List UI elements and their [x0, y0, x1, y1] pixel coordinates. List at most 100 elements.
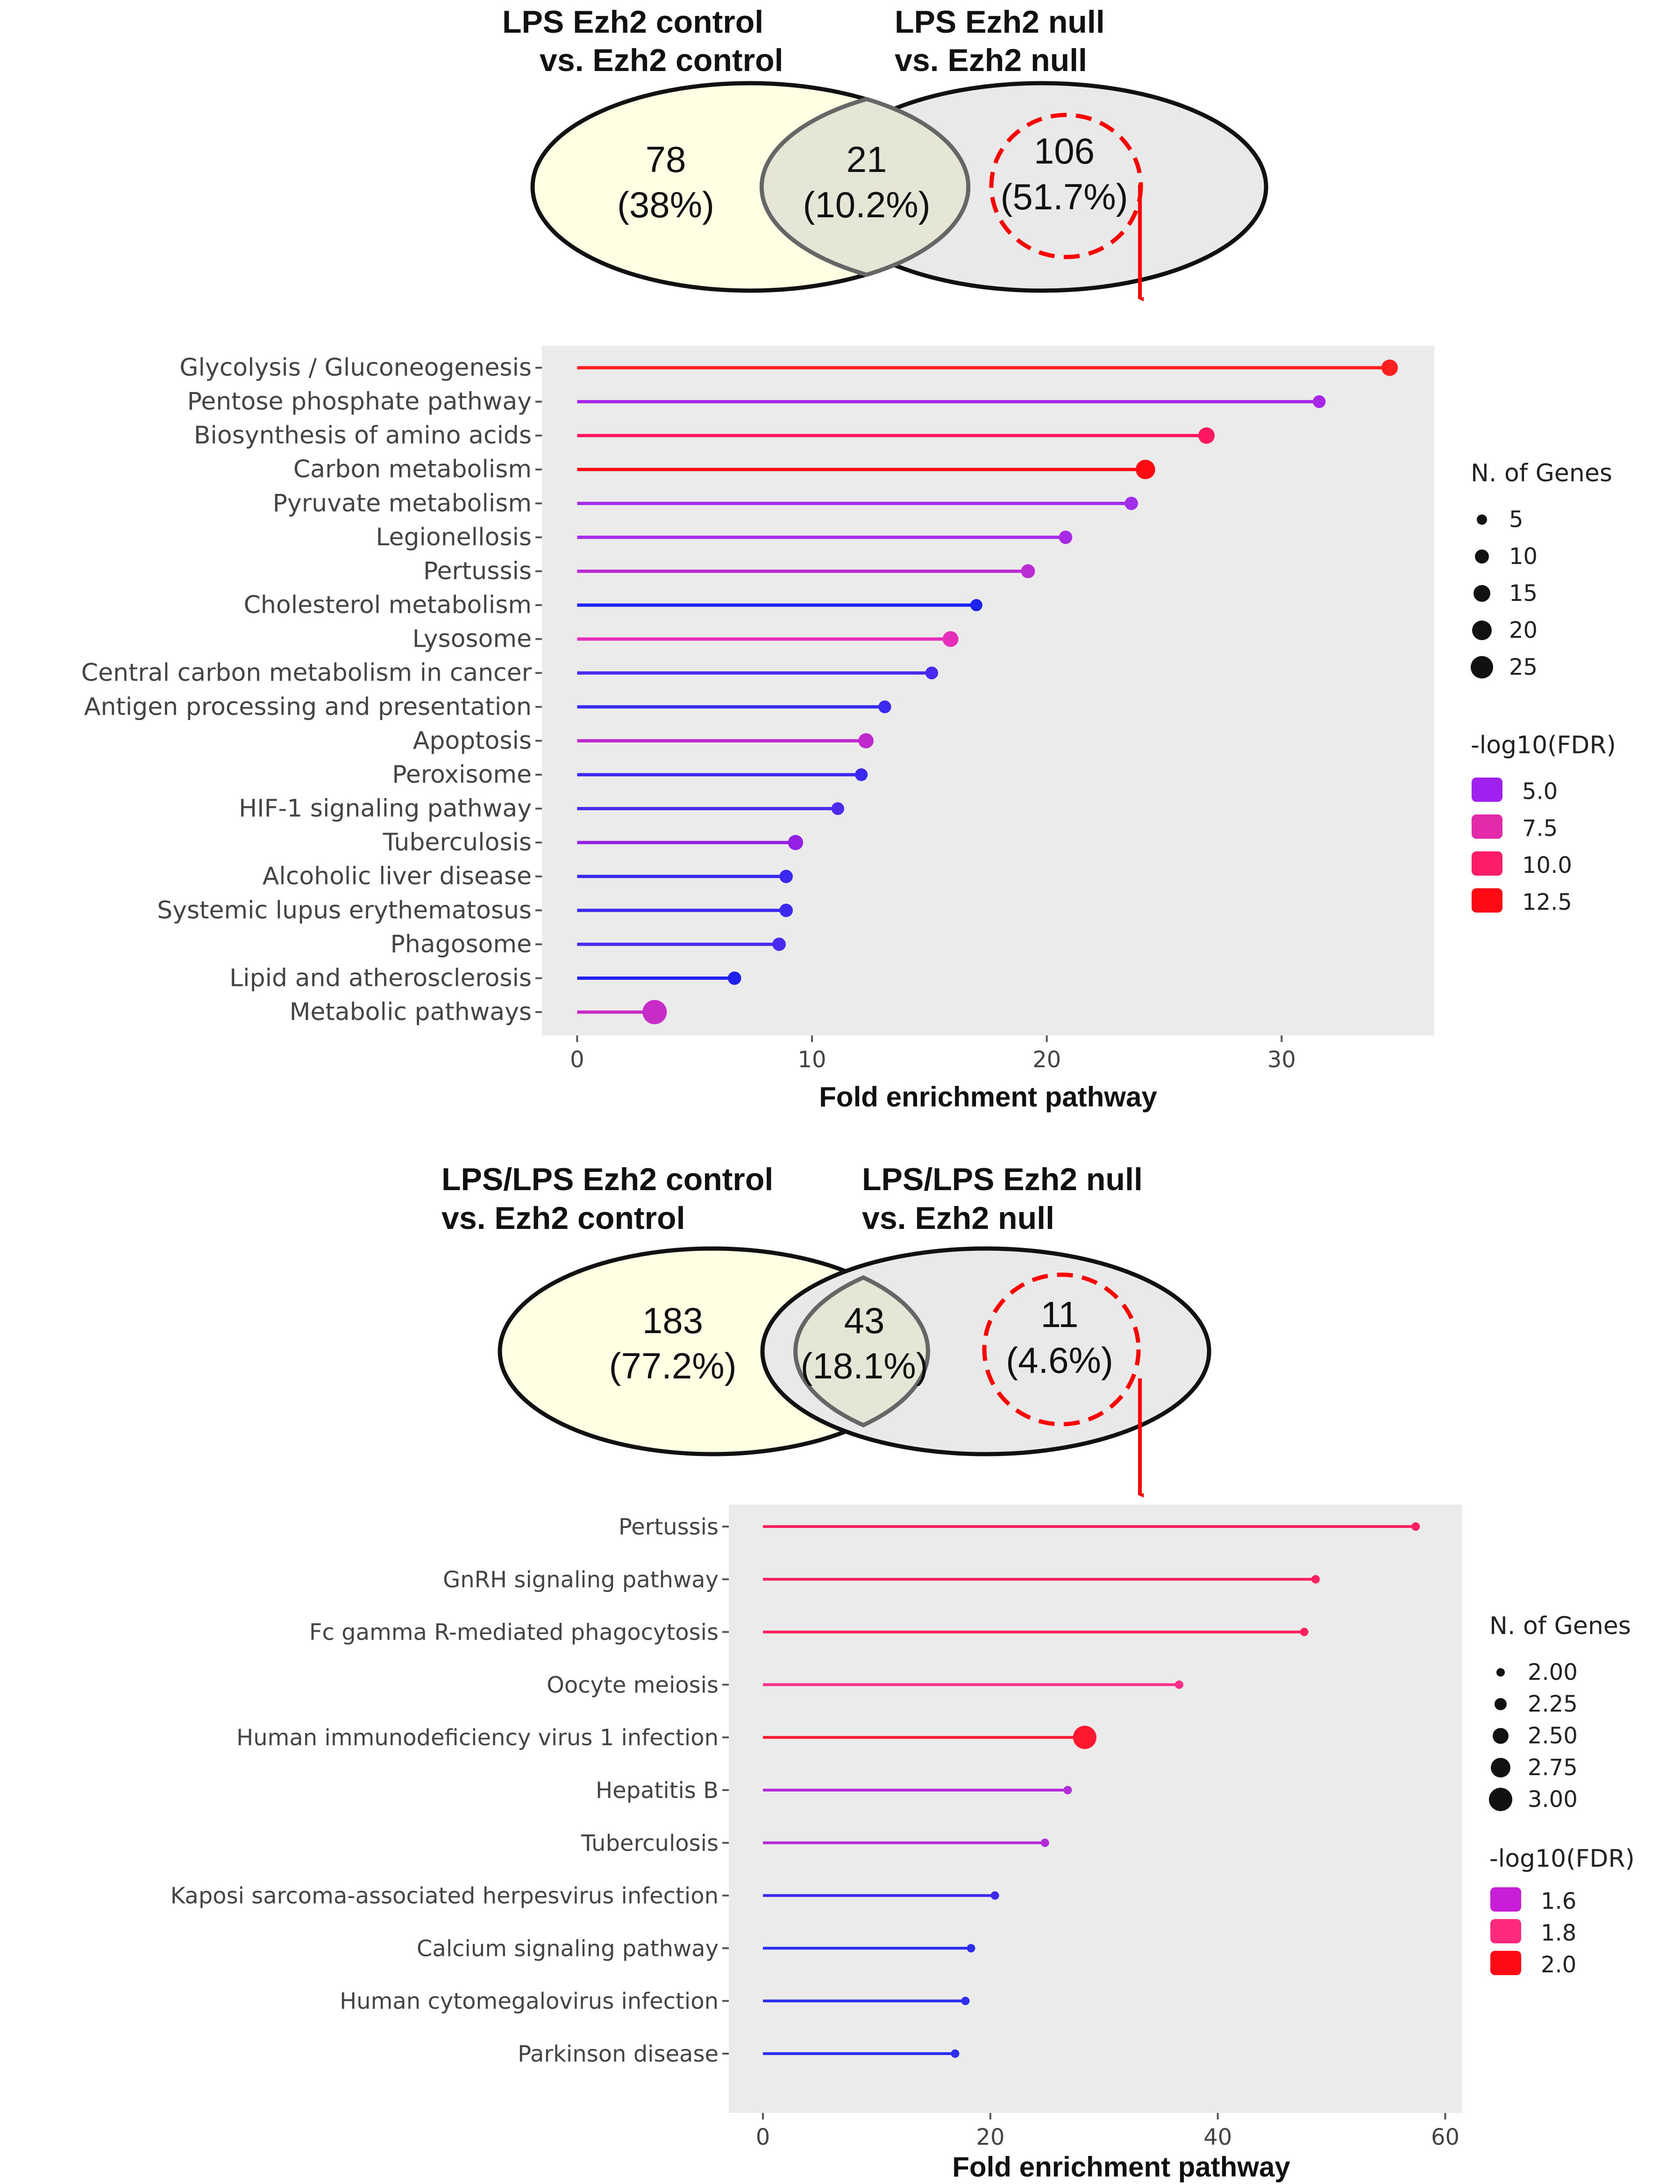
chart-2-category-labels: Pertussis GnRH signaling pathway Fc gamma … [171, 1514, 719, 2067]
category-label: Kaposi sarcoma-associated herpesvirus in… [171, 1883, 719, 1909]
venn-1-left-count: 78 [646, 139, 686, 180]
legend-size-label: 5 [1509, 507, 1523, 533]
chart-1-legend-color: -log10(FDR) 5.0 7.5 10.0 12.5 [1471, 731, 1616, 915]
legend-size-label: 3.00 [1528, 1786, 1578, 1813]
legend-size-key [1495, 1698, 1507, 1710]
chart-2-stems [763, 1525, 1416, 2055]
category-label: Tuberculosis [581, 1830, 719, 1856]
chart-2-legend-color-title: -log10(FDR) [1489, 1845, 1635, 1873]
data-point [642, 1000, 667, 1024]
venn-diagram-1: LPS Ezh2 control vs. Ezh2 control LPS Ez… [502, 4, 1268, 301]
data-point [1300, 1627, 1309, 1636]
legend-size-key [1471, 656, 1493, 678]
data-point [1040, 1838, 1049, 1847]
category-label: Biosynthesis of amino acids [194, 421, 532, 450]
legend-size-key [1493, 1728, 1509, 1744]
venn-2-overlap [793, 1275, 930, 1427]
chart-1-points [642, 359, 1398, 1024]
legend-color-label: 1.6 [1541, 1888, 1576, 1914]
x-tick-label: 40 [1203, 2124, 1232, 2150]
chart-1-x-axis-title: Fold enrichment pathway [819, 1081, 1157, 1113]
data-point [970, 599, 982, 612]
chart-2-x-ticks: 0 20 40 60 [756, 2113, 1459, 2150]
venn-1-left-pct: (38%) [617, 184, 714, 225]
venn-2-right-count: 11 [1041, 1294, 1079, 1335]
data-point [967, 1944, 975, 1953]
chart-2-legend-size-title: N. of Genes [1489, 1612, 1631, 1640]
data-point [951, 2049, 960, 2058]
venn-1-overlap-count: 21 [847, 139, 887, 180]
category-label: Tuberculosis [383, 828, 532, 856]
category-label: Metabolic pathways [290, 998, 532, 1026]
chart-2-x-axis-title: Fold enrichment pathway [952, 2151, 1290, 2183]
data-point [1381, 359, 1398, 376]
category-label: Fc gamma R-mediated phagocytosis [309, 1620, 719, 1646]
chart-2-legend-color: -log10(FDR) 1.6 1.8 2.0 [1489, 1845, 1635, 1978]
venn-1-right-title-line-2: vs. Ezh2 null [895, 43, 1087, 78]
x-tick-label: 20 [1032, 1047, 1061, 1073]
category-label: Parkinson disease [518, 2041, 719, 2067]
data-point [788, 835, 804, 850]
category-label: HIF-1 signaling pathway [239, 795, 532, 823]
legend-color-swatch [1490, 1887, 1521, 1912]
venn-2-right-title-line-1: LPS/LPS Ezh2 null [862, 1162, 1143, 1197]
category-label: Glycolysis / Gluconeogenesis [179, 354, 532, 382]
x-tick-label: 0 [570, 1047, 584, 1073]
venn-2-right-pct: (4.6%) [1006, 1340, 1113, 1381]
category-label: Pyruvate metabolism [273, 489, 532, 517]
x-tick-label: 10 [797, 1047, 826, 1073]
venn-2-left-title-line-2: vs. Ezh2 control [441, 1200, 685, 1236]
chart-2-points [951, 1522, 1420, 2058]
venn-2-highlight-circle [982, 1272, 1141, 1427]
data-point [779, 903, 793, 917]
category-label: Pentose phosphate pathway [187, 388, 532, 416]
category-label: Central carbon metabolism in cancer [81, 659, 532, 687]
data-point [1073, 1726, 1096, 1749]
x-tick-label: 20 [976, 2124, 1004, 2150]
legend-size-label: 2.50 [1528, 1723, 1578, 1749]
data-point [858, 733, 874, 749]
venn-2-right-title-line-2: vs. Ezh2 null [862, 1200, 1054, 1236]
category-label: Legionellosis [376, 523, 532, 551]
legend-size-label: 2.25 [1528, 1691, 1578, 1717]
legend-color-swatch [1490, 1951, 1521, 1975]
data-point [1125, 497, 1138, 510]
category-label: Lysosome [413, 625, 532, 653]
legend-size-label: 15 [1509, 580, 1538, 607]
chart-2-panel [729, 1505, 1462, 2113]
legend-color-swatch [1472, 778, 1502, 802]
chart-1-legend-size: N. of Genes 5 10 15 20 25 [1471, 459, 1612, 680]
chart-1-axis-ticks [535, 367, 542, 1013]
legend-color-label: 7.5 [1522, 815, 1558, 842]
venn-1-left-title-line-2: vs. Ezh2 control [540, 43, 783, 78]
chart-1-legend-size-title: N. of Genes [1471, 459, 1612, 487]
legend-size-key [1474, 585, 1490, 602]
data-point [1198, 427, 1215, 444]
data-point [961, 1997, 970, 2006]
category-label: Apoptosis [413, 727, 532, 755]
legend-color-label: 10.0 [1522, 852, 1572, 878]
venn-2-left-pct: (77.2%) [609, 1345, 736, 1386]
legend-size-key [1477, 514, 1487, 525]
data-point [1311, 1575, 1320, 1584]
legend-size-key [1475, 550, 1489, 564]
category-label: Phagosome [390, 930, 532, 958]
category-label: Pertussis [619, 1514, 719, 1540]
venn-1-overlap-pct: (10.2%) [803, 184, 930, 225]
category-label: Alcoholic liver disease [263, 863, 532, 891]
data-point [878, 700, 891, 714]
data-point [854, 768, 868, 781]
category-label: Human cytomegalovirus infection [340, 1988, 719, 2014]
legend-color-label: 2.0 [1541, 1952, 1576, 1978]
chart-2-axis-ticks [722, 1526, 729, 2055]
chart-1-x-ticks: 0 10 20 30 [570, 1035, 1296, 1073]
data-point [942, 631, 959, 647]
chart-2-legend-size: N. of Genes 2.00 2.25 2.50 2.75 3.00 [1489, 1612, 1631, 1813]
category-label: Hepatitis B [596, 1777, 719, 1804]
legend-color-label: 5.0 [1522, 778, 1558, 805]
data-point [1063, 1786, 1072, 1794]
chart-1: Glycolysis / Gluconeogenesis Pentose phos… [81, 346, 1616, 1113]
legend-color-swatch [1472, 814, 1502, 839]
legend-size-label: 20 [1509, 617, 1538, 643]
category-label: Lipid and atherosclerosis [229, 964, 532, 992]
